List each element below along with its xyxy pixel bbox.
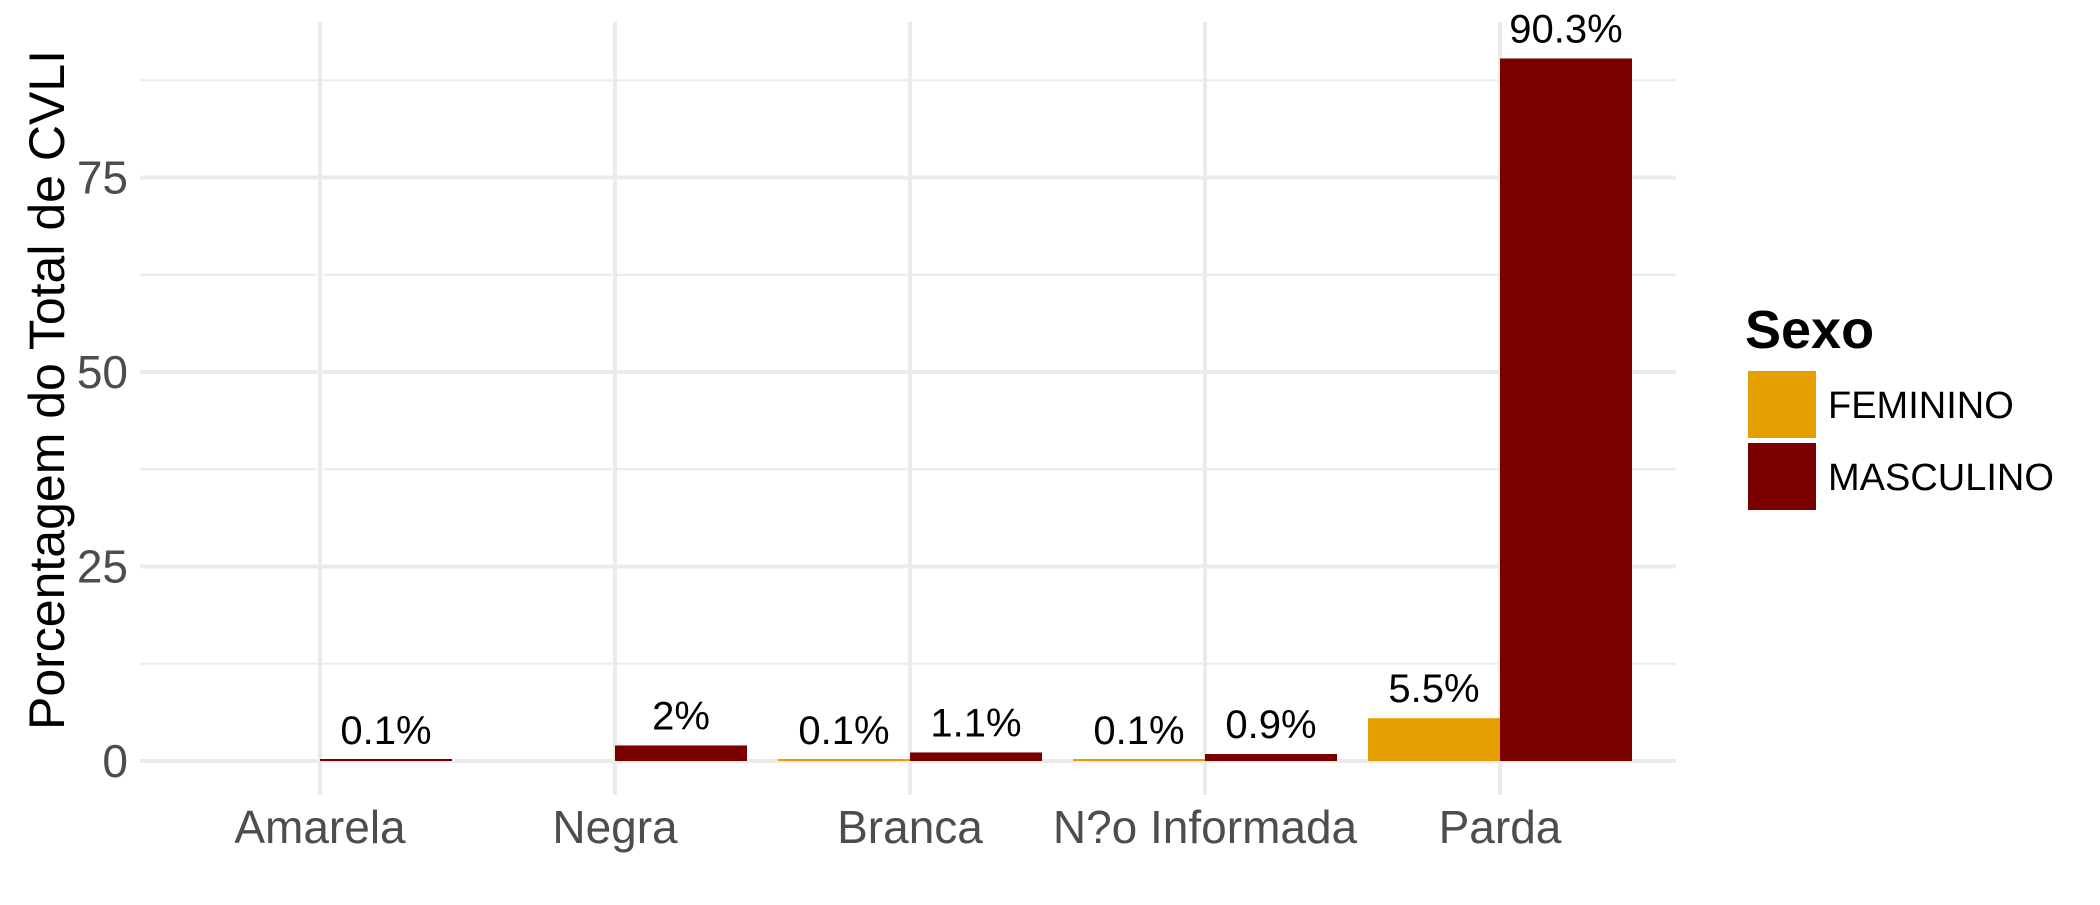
bar-masculino-0 xyxy=(320,759,452,761)
data-label: 0.1% xyxy=(798,709,889,753)
data-label: 5.5% xyxy=(1388,667,1479,711)
x-tick-label: Negra xyxy=(552,801,678,853)
bars-layer xyxy=(320,58,1632,761)
data-labels-layer: 0.1% 0.1% 5.5% 0.1% 2% 1.1% 0.9% 90.3% xyxy=(340,7,1622,753)
bar-masculino-2 xyxy=(910,752,1042,761)
y-axis-ticks: 0 25 50 75 xyxy=(77,152,128,788)
bar-feminino-4 xyxy=(1368,718,1500,761)
legend-title: Sexo xyxy=(1745,300,1874,360)
legend-swatch-feminino xyxy=(1748,371,1816,438)
bar-feminino-2 xyxy=(778,759,910,761)
x-tick-label: Amarela xyxy=(234,801,406,853)
legend-swatch-masculino xyxy=(1748,443,1816,510)
x-tick-label: Branca xyxy=(837,801,983,853)
x-axis-ticks: Amarela Negra Branca N?o Informada Parda xyxy=(234,801,1561,853)
data-label: 0.1% xyxy=(340,709,431,753)
y-tick-label: 50 xyxy=(77,346,128,398)
bar-masculino-4 xyxy=(1500,58,1632,761)
data-label: 90.3% xyxy=(1509,7,1622,51)
y-tick-label: 25 xyxy=(77,541,128,593)
data-label: 0.9% xyxy=(1225,703,1316,747)
data-label: 0.1% xyxy=(1093,709,1184,753)
y-tick-label: 75 xyxy=(77,152,128,204)
y-axis-title: Porcentagem do Total de CVLI xyxy=(19,50,75,730)
x-tick-label: Parda xyxy=(1439,801,1562,853)
bar-feminino-3 xyxy=(1073,759,1205,761)
data-label: 1.1% xyxy=(930,701,1021,745)
legend-label-feminino: FEMININO xyxy=(1828,385,2014,427)
bar-masculino-3 xyxy=(1205,753,1337,761)
legend-label-masculino: MASCULINO xyxy=(1828,457,2054,499)
x-tick-label: N?o Informada xyxy=(1053,801,1358,853)
legend: Sexo FEMININO MASCULINO xyxy=(1745,300,2054,510)
data-label: 2% xyxy=(652,694,710,738)
y-tick-label: 0 xyxy=(102,735,128,787)
bar-masculino-1 xyxy=(615,745,747,761)
